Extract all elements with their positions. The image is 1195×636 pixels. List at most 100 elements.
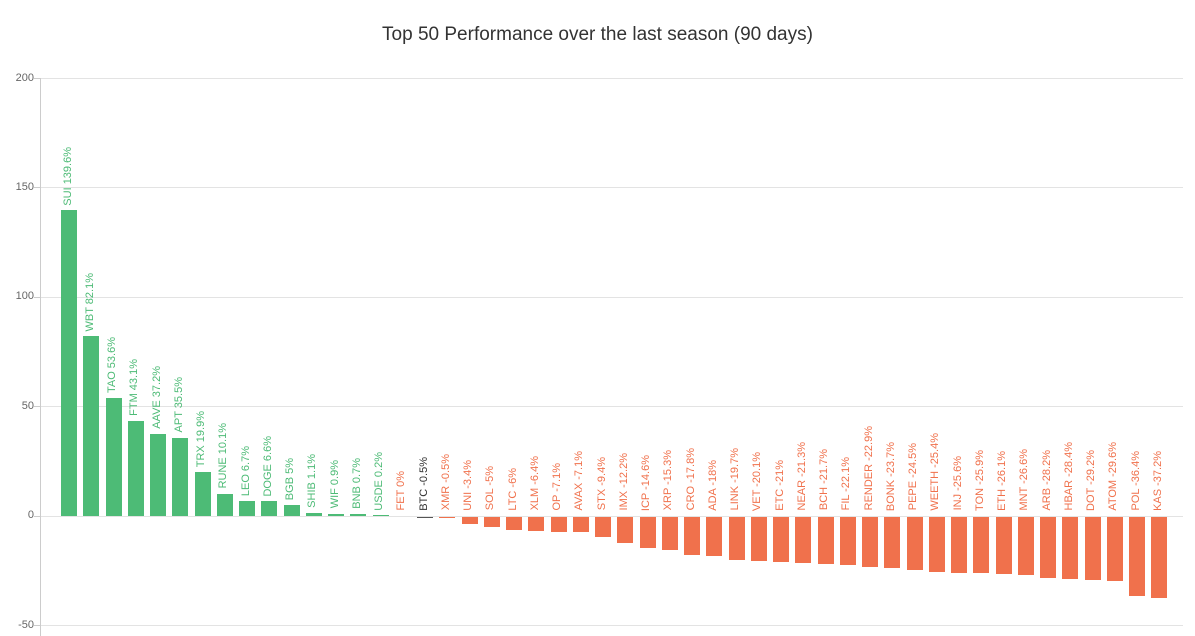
bar-avax[interactable] <box>572 516 589 533</box>
bar-xlm[interactable] <box>528 516 545 531</box>
bar-ton[interactable] <box>973 516 990 574</box>
bar-mnt[interactable] <box>1017 516 1034 575</box>
bar-bch[interactable] <box>817 516 834 565</box>
bar-imx[interactable] <box>617 516 634 544</box>
bar-label-doge: DOGE 6.6% <box>261 435 274 497</box>
bar-near[interactable] <box>795 516 812 564</box>
bar-bonk[interactable] <box>884 516 901 569</box>
bar-inj[interactable] <box>951 516 967 573</box>
bar-label-shib: SHIB 1.1% <box>306 454 319 509</box>
gridline-y-150 <box>40 187 1183 189</box>
y-tick-label: 0 <box>27 509 34 522</box>
bar-usde[interactable] <box>372 515 389 517</box>
bar-tao[interactable] <box>105 398 122 516</box>
y-axis-tick <box>34 78 40 79</box>
bar-rune[interactable] <box>216 493 233 516</box>
bar-doge[interactable] <box>261 501 278 516</box>
bar-shib[interactable] <box>305 513 322 516</box>
bar-fil[interactable] <box>839 516 856 565</box>
bar-bnb[interactable] <box>350 514 367 516</box>
chart-title: Top 50 Performance over the last season … <box>382 24 813 45</box>
bar-label-rune: RUNE 10.1% <box>217 423 230 489</box>
bar-xrp[interactable] <box>661 516 678 551</box>
bar-label-hbar: HBAR -28.4% <box>1062 442 1075 511</box>
bar-label-fil: FIL -22.1% <box>840 457 853 511</box>
bar-label-stx: STX -9.4% <box>595 457 608 511</box>
bar-arb[interactable] <box>1040 516 1056 579</box>
bar-eth[interactable] <box>995 516 1012 574</box>
bar-label-bch: BCH -21.7% <box>818 449 830 511</box>
bar-wif[interactable] <box>328 513 344 516</box>
bar-pepe[interactable] <box>906 516 923 571</box>
bar-leo[interactable] <box>239 500 255 516</box>
bar-label-xlm: XLM -6.4% <box>528 456 541 511</box>
bar-sui[interactable] <box>61 210 77 516</box>
y-tick-label: 50 <box>21 399 34 412</box>
bar-ada[interactable] <box>706 516 723 556</box>
bar-label-imx: IMX -12.2% <box>617 453 630 511</box>
bar-label-xmr: XMR -0.5% <box>439 454 452 511</box>
y-tick-label: -50 <box>18 618 34 631</box>
bar-link[interactable] <box>728 516 745 560</box>
bar-label-tao: TAO 53.6% <box>106 337 118 394</box>
y-axis-tick <box>34 515 40 517</box>
bar-icp[interactable] <box>639 516 656 549</box>
bar-stx[interactable] <box>595 516 611 538</box>
bar-label-sol: SOL -5% <box>484 466 497 511</box>
bar-label-arb: ARB -28.2% <box>1040 450 1053 511</box>
bar-label-xrp: XRP -15.3% <box>662 450 675 511</box>
bar-label-dot: DOT -29.2% <box>1085 449 1097 511</box>
bar-ltc[interactable] <box>506 516 522 530</box>
bar-hbar[interactable] <box>1062 516 1079 579</box>
bar-label-render: RENDER -22.9% <box>862 426 875 511</box>
bar-kas[interactable] <box>1151 516 1168 598</box>
bar-label-ton: TON -25.9% <box>973 449 986 511</box>
bar-label-eth: ETH -26.1% <box>996 450 1008 511</box>
bar-label-fet: FET 0% <box>395 471 408 511</box>
y-tick-label: 200 <box>15 71 34 84</box>
bar-apt[interactable] <box>172 437 189 516</box>
bar-sol[interactable] <box>483 516 500 528</box>
y-tick-label: 150 <box>15 180 34 193</box>
bar-etc[interactable] <box>773 516 789 563</box>
bar-label-mnt: MNT -26.6% <box>1018 449 1031 511</box>
bar-trx[interactable] <box>194 472 211 516</box>
bar-label-weeth: WEETH -25.4% <box>929 432 942 511</box>
bar-label-ftm: FTM 43.1% <box>128 359 141 417</box>
bar-uni[interactable] <box>461 516 478 524</box>
y-axis-tick <box>34 625 40 626</box>
bar-label-bnb: BNB 0.7% <box>350 458 363 510</box>
bar-weeth[interactable] <box>928 516 945 573</box>
bar-label-ada: ADA -18% <box>706 459 719 511</box>
bar-pol[interactable] <box>1129 516 1145 597</box>
y-axis-tick <box>34 296 40 298</box>
bar-op[interactable] <box>550 516 567 533</box>
bar-label-uni: UNI -3.4% <box>462 459 474 511</box>
bar-label-cro: CRO -17.8% <box>684 448 697 511</box>
bar-label-icp: ICP -14.6% <box>640 454 652 511</box>
bar-label-sui: SUI 139.6% <box>61 146 74 206</box>
bar-vet[interactable] <box>750 516 767 561</box>
bar-label-inj: INJ -25.6% <box>951 456 964 511</box>
bar-cro[interactable] <box>684 516 700 556</box>
bar-label-etc: ETC -21% <box>773 459 786 511</box>
bar-label-wif: WIF 0.9% <box>328 460 341 509</box>
bar-btc[interactable] <box>417 516 433 519</box>
bar-render[interactable] <box>862 516 878 567</box>
y-axis-tick <box>34 187 40 189</box>
bar-dot[interactable] <box>1084 516 1101 581</box>
bar-atom[interactable] <box>1106 516 1123 582</box>
bar-label-bonk: BONK -23.7% <box>884 441 897 511</box>
bar-aave[interactable] <box>150 434 166 516</box>
bar-label-bgb: BGB 5% <box>284 457 296 500</box>
bar-label-usde: USDE 0.2% <box>373 451 385 511</box>
bar-label-trx: TRX 19.9% <box>195 410 207 468</box>
bar-ftm[interactable] <box>127 421 144 516</box>
bar-wbt[interactable] <box>83 336 100 516</box>
bar-label-avax: AVAX -7.1% <box>573 451 586 511</box>
gridline-y-50 <box>40 406 1183 408</box>
bar-label-aave: AAVE 37.2% <box>150 366 163 430</box>
bar-xmr[interactable] <box>439 516 456 519</box>
bar-bgb[interactable] <box>283 504 300 516</box>
bar-label-ltc: LTC -6% <box>506 468 519 511</box>
